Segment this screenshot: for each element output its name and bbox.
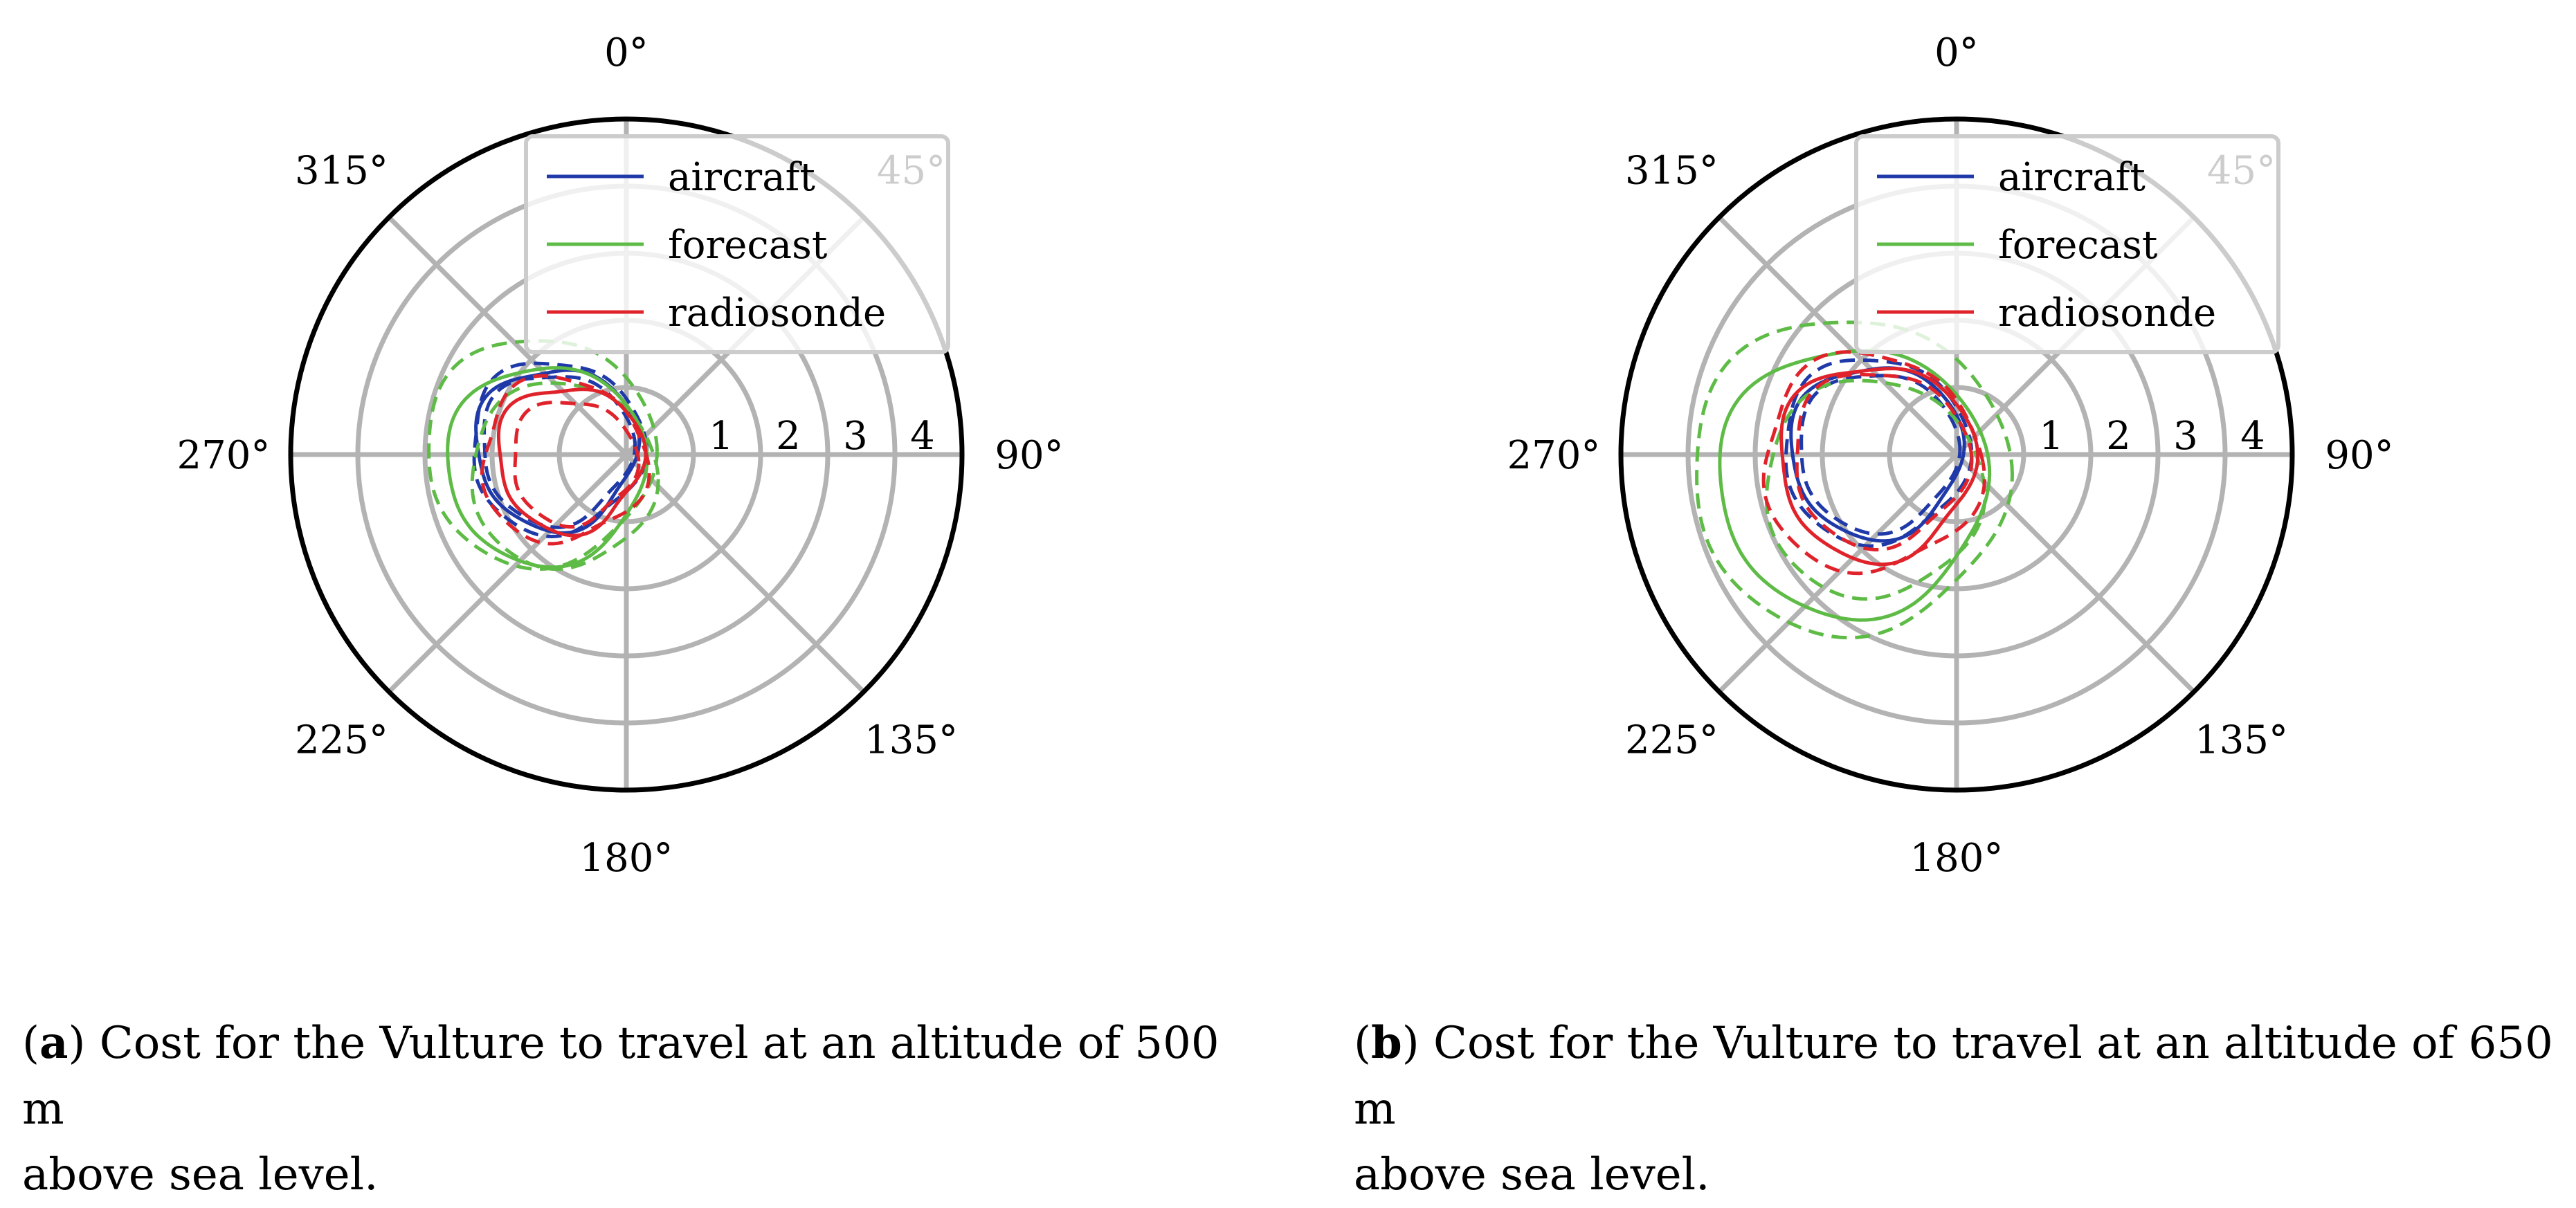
caption-label: a — [39, 1017, 69, 1069]
radial-tick-label: 3 — [2173, 414, 2198, 459]
angle-label: 225° — [1625, 718, 1718, 763]
grid-spoke-315 — [387, 215, 628, 457]
legend-box — [1854, 134, 2280, 354]
angle-label: 90° — [2325, 433, 2393, 478]
series-group — [1695, 320, 2014, 640]
legend-label-forecast: forecast — [1998, 223, 2158, 268]
caption-text: Cost for the Vulture to travel at an alt… — [22, 1018, 1219, 1135]
radial-tick-label: 3 — [843, 414, 868, 459]
angle-label: 315° — [1625, 148, 1718, 193]
series-radiosonde-solid-6 — [1779, 367, 1980, 567]
legend-label-radiosonde: radiosonde — [1998, 291, 2216, 336]
series-aircraft-dashed-1 — [482, 375, 637, 529]
caption-text: Cost for the Vulture to travel at an alt… — [1354, 1018, 2553, 1135]
caption-b: (b) Cost for the Vulture to travel at an… — [1354, 1017, 2553, 1200]
angle-label: 135° — [2195, 718, 2288, 763]
angle-label: 0° — [604, 30, 648, 75]
legend-label-forecast: forecast — [668, 223, 828, 268]
grid-spoke-225 — [387, 452, 628, 694]
radial-tick-label: 1 — [2039, 414, 2064, 459]
angle-label: 90° — [995, 433, 1063, 478]
series-aircraft-solid-0 — [1789, 366, 1966, 543]
grid-spoke-135 — [1954, 452, 2196, 694]
angle-label: 0° — [1934, 30, 1979, 75]
legend: aircraft forecast radiosonde — [1854, 134, 2280, 354]
series-forecast-solid-3 — [1718, 349, 1992, 622]
series-radiosonde-dashed-7 — [513, 401, 641, 529]
radial-tick-label: 2 — [2106, 414, 2131, 459]
series-radiosonde-dashed-8 — [480, 374, 651, 546]
radial-tick-label: 4 — [910, 414, 935, 459]
grid-spoke-315 — [1717, 215, 1959, 457]
series-radiosonde-dashed-8 — [1761, 350, 1986, 576]
radial-tick-label: 1 — [709, 414, 734, 459]
series-group — [427, 339, 660, 571]
grid-spoke-135 — [624, 452, 866, 694]
polar-frame — [288, 116, 965, 793]
legend-label-radiosonde: radiosonde — [668, 291, 886, 336]
angle-labels: 0°45°90°135°180°225°270°315° — [177, 30, 1064, 881]
legend-box — [524, 134, 950, 354]
legend: aircraft forecast radiosonde — [524, 134, 950, 354]
radial-tick-label: 4 — [2240, 414, 2265, 459]
series-forecast-dashed-5 — [1764, 378, 1987, 601]
angle-label: 180° — [580, 836, 673, 881]
legend-label-aircraft: aircraft — [668, 155, 815, 200]
angle-label: 270° — [177, 433, 271, 478]
angle-label: 135° — [864, 718, 958, 763]
radial-tick-label: 2 — [776, 414, 801, 459]
series-forecast-solid-3 — [446, 366, 649, 569]
caption-text-line2: above sea level. — [1354, 1149, 1710, 1200]
angle-label: 270° — [1507, 433, 1601, 478]
caption-a: (a) Cost for the Vulture to travel at an… — [22, 1017, 1219, 1200]
series-aircraft-dashed-2 — [472, 361, 649, 539]
polar-frame — [1618, 116, 2295, 793]
angle-label: 315° — [295, 148, 388, 193]
grid-spoke-225 — [1717, 452, 1959, 694]
angle-label: 180° — [1910, 836, 2004, 881]
legend-label-aircraft: aircraft — [1998, 155, 2146, 200]
caption-label: b — [1370, 1017, 1402, 1069]
angle-label: 225° — [295, 718, 388, 763]
series-aircraft-dashed-2 — [1784, 358, 1974, 548]
caption-text-line2: above sea level. — [22, 1149, 379, 1200]
